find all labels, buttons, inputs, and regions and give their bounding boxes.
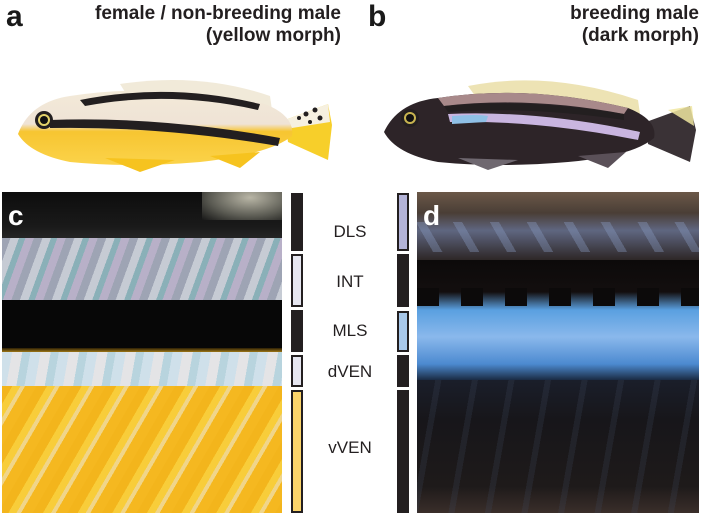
panel-d-mls-band: [417, 292, 699, 382]
panel-d-ven-band: [417, 380, 699, 513]
panel-b-caption: breeding male (dark morph): [449, 3, 699, 47]
panel-c-skin-photo: c: [2, 192, 282, 513]
bar-left-vven: [291, 390, 303, 513]
region-label-dven: dVEN: [327, 362, 373, 381]
bar-right-mls: [397, 311, 409, 352]
bar-left-mls: [291, 310, 303, 352]
bar-right-dls: [397, 193, 409, 251]
region-label-dls: DLS: [333, 222, 367, 241]
region-label-mls: MLS: [332, 321, 368, 340]
panel-letter-b: b: [368, 0, 387, 33]
panel-c-vven-band: [2, 386, 282, 513]
panel-b-caption-line2: (dark morph): [581, 25, 699, 46]
panel-c-int-band: [2, 238, 282, 304]
bar-right-int: [397, 254, 409, 307]
bar-left-int: [291, 254, 303, 307]
panel-letter-a: a: [6, 0, 23, 33]
panel-a-caption-line1: female / non-breeding male: [95, 3, 341, 24]
panel-letter-c: c: [8, 200, 24, 231]
panel-b-caption-line1: breeding male: [570, 3, 699, 24]
fish-yellow-morph-image: [18, 80, 332, 172]
fish-dark-morph-image: [384, 80, 696, 170]
panel-d-dls-band: [417, 192, 699, 262]
panel-d-skin-photo: d: [417, 192, 699, 513]
panel-a-caption-line2: (yellow morph): [205, 25, 341, 46]
region-label-vven: vVEN: [328, 438, 372, 457]
bar-right-dven: [397, 355, 409, 387]
region-label-int: INT: [336, 272, 364, 291]
panel-c-mls-band: [2, 300, 282, 352]
bar-right-vven: [397, 390, 409, 513]
bar-left-dls: [291, 193, 303, 251]
panel-c-dven-band: [2, 352, 282, 388]
panel-letter-d: d: [423, 200, 441, 231]
bar-left-dven: [291, 355, 303, 387]
panel-a-caption: female / non-breeding male (yellow morph…: [41, 3, 341, 47]
